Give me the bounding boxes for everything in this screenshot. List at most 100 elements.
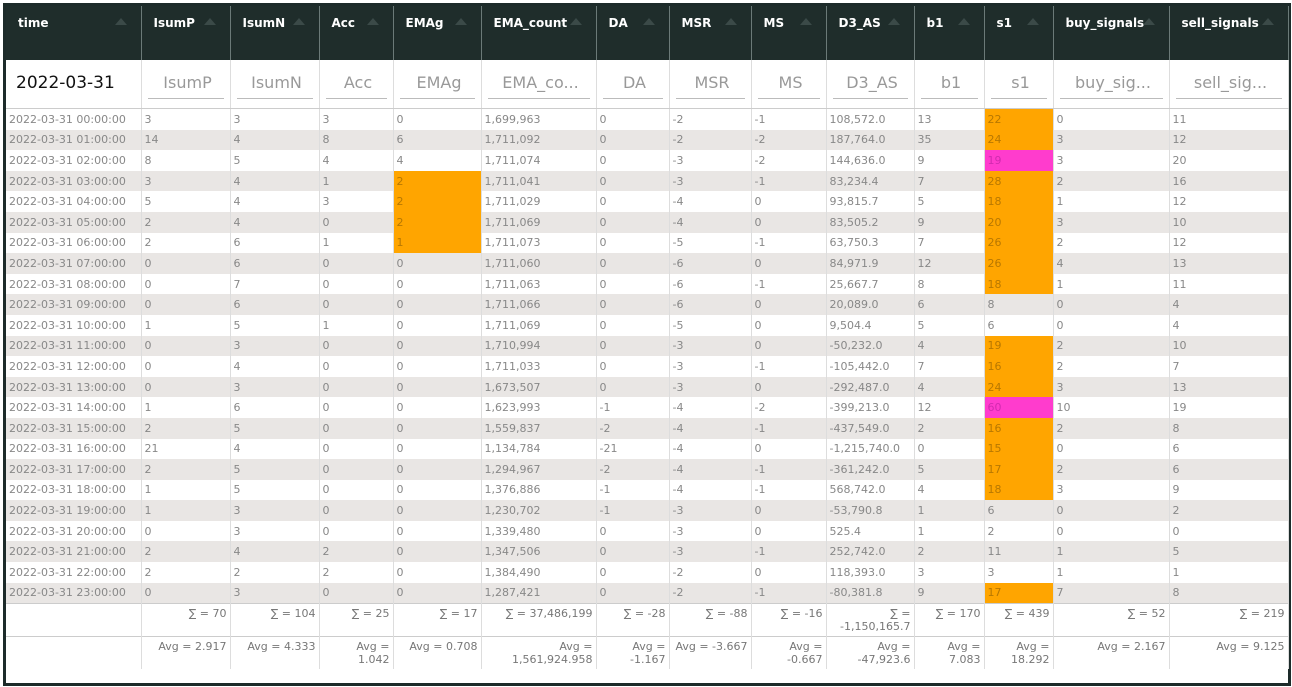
table-cell: -1	[751, 232, 827, 254]
table-cell: 3	[230, 335, 320, 357]
column-header[interactable]: s1	[984, 6, 1054, 60]
table-cell: 0	[393, 273, 482, 295]
table-cell: 16	[984, 417, 1054, 439]
column-sum: ∑ = 170	[914, 603, 985, 637]
table-cell: 2	[1053, 335, 1170, 357]
table-cell: 1,711,074	[481, 150, 597, 171]
data-table: time IsumP IsumN Acc EMAg EMA_count DA MSR MS D3_…	[3, 3, 1291, 686]
table-cell: 35	[914, 129, 985, 151]
table-cell: 4	[230, 356, 320, 377]
table-cell: -6	[669, 294, 752, 315]
table-cell: 108,572.0	[826, 108, 915, 130]
table-row: 2022-03-31 21:00:00 2 4 2 0 1,347,506 0 -3 -1 252…	[6, 541, 1289, 563]
column-header[interactable]: buy_signals	[1053, 6, 1170, 60]
table-cell: 2022-03-31 07:00:00	[6, 253, 142, 274]
table-cell: 1,711,029	[481, 191, 597, 212]
column-header[interactable]: MSR	[669, 6, 752, 60]
sort-arrow	[887, 18, 900, 25]
column-avg: Avg = -0.667	[751, 636, 827, 670]
column-header[interactable]: IsumN	[230, 6, 320, 60]
table-cell: 2	[1053, 170, 1170, 192]
table-cell: -50,232.0	[826, 335, 915, 357]
table-cell: 0	[393, 500, 482, 521]
table-cell: 2	[1053, 417, 1170, 439]
column-header[interactable]: IsumP	[141, 6, 231, 60]
table-cell: 3	[230, 582, 320, 604]
table-cell: 0	[319, 294, 394, 315]
table-cell: 0	[751, 562, 827, 583]
table-cell: 1,711,092	[481, 129, 597, 151]
column-sum: ∑ = 439	[984, 603, 1054, 637]
table-cell: 0	[596, 314, 670, 336]
table-cell: -1,215,740.0	[826, 438, 915, 460]
table-cell: 3	[1053, 376, 1170, 398]
table-cell: 4	[1053, 253, 1170, 274]
table: time IsumP IsumN Acc EMAg EMA_count DA MSR MS D3_…	[6, 6, 1289, 670]
table-row: 2022-03-31 02:00:00 8 5 4 4 1,711,074 0 -3 -2 144…	[6, 150, 1289, 171]
table-cell: 0	[319, 520, 394, 542]
filter-input[interactable]: s1	[990, 73, 1047, 99]
table-cell: 0	[596, 211, 670, 233]
filter-input[interactable]: sell_sig...	[1175, 73, 1282, 99]
table-cell: 2022-03-31 03:00:00	[6, 170, 142, 192]
table-cell: 15	[984, 438, 1054, 460]
column-header[interactable]: sell_signals	[1169, 6, 1289, 60]
column-header[interactable]: MS	[751, 6, 827, 60]
table-cell: 0	[596, 562, 670, 583]
table-cell: 2022-03-31 08:00:00	[6, 273, 142, 295]
table-cell: 2022-03-31 17:00:00	[6, 459, 142, 480]
column-header[interactable]: D3_AS	[826, 6, 915, 60]
filter-cell: D3_AS	[826, 60, 915, 109]
column-sum: ∑ = 52	[1053, 603, 1170, 637]
table-cell: 5	[230, 459, 320, 480]
table-cell: 0	[393, 582, 482, 604]
table-cell: 12	[1169, 191, 1289, 212]
filter-cell: EMA_co...	[481, 60, 597, 109]
table-cell: 2022-03-31 22:00:00	[6, 562, 142, 583]
table-cell: 1	[141, 500, 231, 521]
column-avg: Avg = 18.292	[984, 636, 1054, 670]
column-header[interactable]: EMAg	[393, 6, 482, 60]
table-cell: -3	[669, 541, 752, 563]
filter-input[interactable]: Acc	[325, 73, 387, 99]
table-cell: 0	[751, 314, 827, 336]
table-cell: 4	[1169, 294, 1289, 315]
filter-input[interactable]: IsumN	[236, 73, 313, 99]
table-cell: 1	[914, 520, 985, 542]
table-cell: -1	[751, 582, 827, 604]
table-cell: 10	[1053, 397, 1170, 418]
filter-input[interactable]: buy_sig...	[1059, 73, 1163, 99]
column-header[interactable]: DA	[596, 6, 670, 60]
table-cell: 8	[1169, 417, 1289, 439]
table-cell: -2	[751, 129, 827, 151]
column-header[interactable]: EMA_count	[481, 6, 597, 60]
column-header[interactable]: Acc	[319, 6, 394, 60]
footer-blank	[6, 603, 142, 637]
filter-input[interactable]: D3_AS	[832, 73, 908, 99]
table-cell: -4	[669, 211, 752, 233]
table-cell: 2022-03-31 02:00:00	[6, 150, 142, 171]
table-cell: -3	[669, 500, 752, 521]
filter-input[interactable]: DA	[602, 73, 663, 99]
filter-input[interactable]: b1	[920, 73, 978, 99]
table-cell: 1,339,480	[481, 520, 597, 542]
filter-input[interactable]: EMAg	[399, 73, 475, 99]
column-header[interactable]: time	[6, 6, 142, 60]
column-header[interactable]: b1	[914, 6, 985, 60]
table-cell: 4	[230, 438, 320, 460]
filter-input[interactable]: 2022-03-31	[16, 73, 115, 93]
table-cell: 10	[1169, 211, 1289, 233]
filter-input[interactable]: MS	[757, 73, 820, 99]
table-cell: 25,667.7	[826, 273, 915, 295]
table-cell: 0	[1053, 500, 1170, 521]
filter-input[interactable]: IsumP	[147, 73, 224, 99]
table-row: 2022-03-31 10:00:00 1 5 1 0 1,711,069 0 -5 0 9,50…	[6, 314, 1289, 336]
filter-input[interactable]: MSR	[675, 73, 745, 99]
table-cell: 0	[393, 438, 482, 460]
table-cell: 1	[141, 314, 231, 336]
table-cell: 0	[393, 541, 482, 563]
table-cell: 1,384,490	[481, 562, 597, 583]
table-cell: 83,505.2	[826, 211, 915, 233]
table-cell: 1,711,033	[481, 356, 597, 377]
filter-input[interactable]: EMA_co...	[487, 73, 590, 99]
